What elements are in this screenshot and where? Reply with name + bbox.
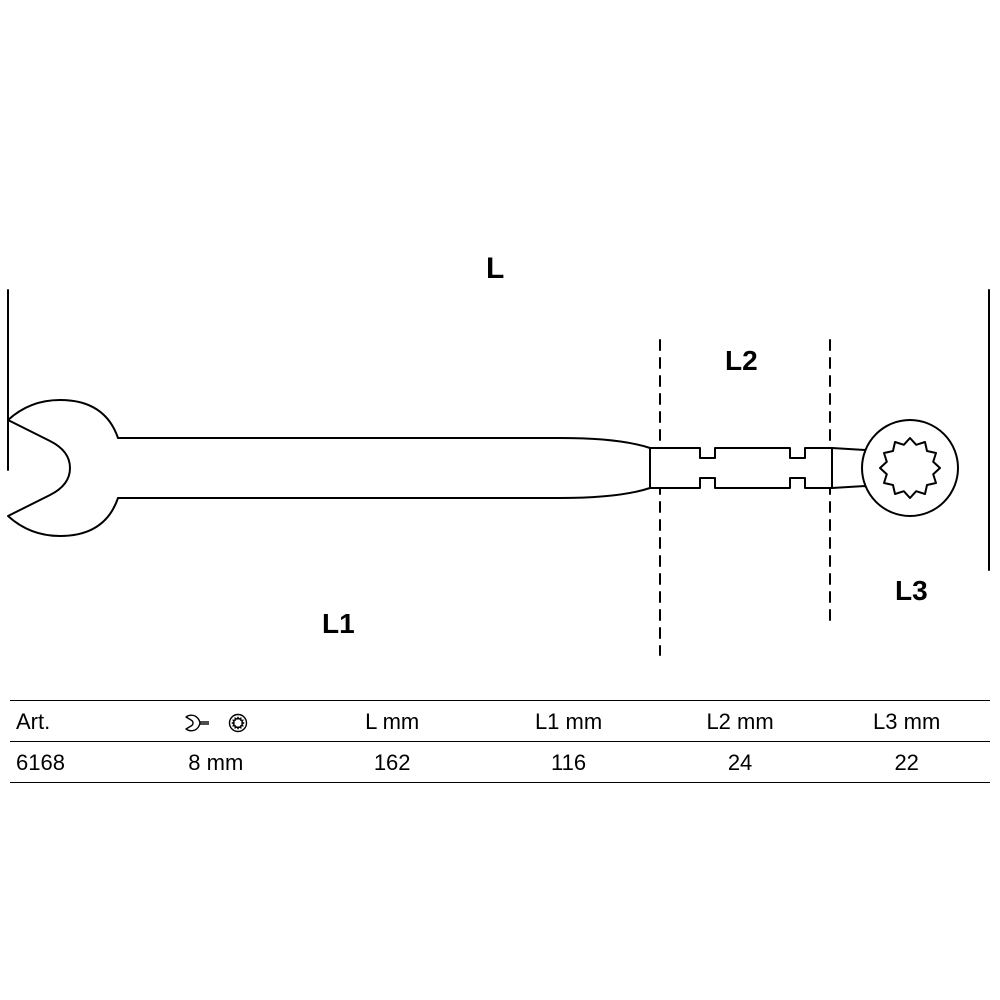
page-root: L L2 L1 L3 Art.: [0, 0, 1000, 1000]
cell-L: 162: [304, 742, 480, 783]
cell-L3: 22: [823, 742, 990, 783]
dim-label-L3: L3: [895, 575, 928, 607]
dim-label-L1: L1: [322, 608, 355, 640]
cell-art: 6168: [10, 742, 128, 783]
cell-size: 8 mm: [128, 742, 304, 783]
col-header-L: L mm: [304, 701, 480, 742]
wrench-technical-drawing: [0, 0, 1000, 700]
open-end-wrench-icon: [184, 713, 210, 733]
col-header-art: Art.: [10, 701, 128, 742]
table-row: 6168 8 mm 162 116 24 22: [10, 742, 990, 783]
col-header-size-icons: [128, 701, 304, 742]
spec-table: Art.: [10, 700, 990, 783]
dim-label-L2: L2: [725, 345, 758, 377]
cell-L1: 116: [480, 742, 656, 783]
col-header-L3: L3 mm: [823, 701, 990, 742]
ring-end-icon: [228, 713, 248, 733]
dim-label-L: L: [486, 252, 504, 286]
spec-table-container: Art.: [10, 700, 990, 783]
col-header-L1: L1 mm: [480, 701, 656, 742]
cell-L2: 24: [657, 742, 824, 783]
col-header-L2: L2 mm: [657, 701, 824, 742]
table-header-row: Art.: [10, 701, 990, 742]
